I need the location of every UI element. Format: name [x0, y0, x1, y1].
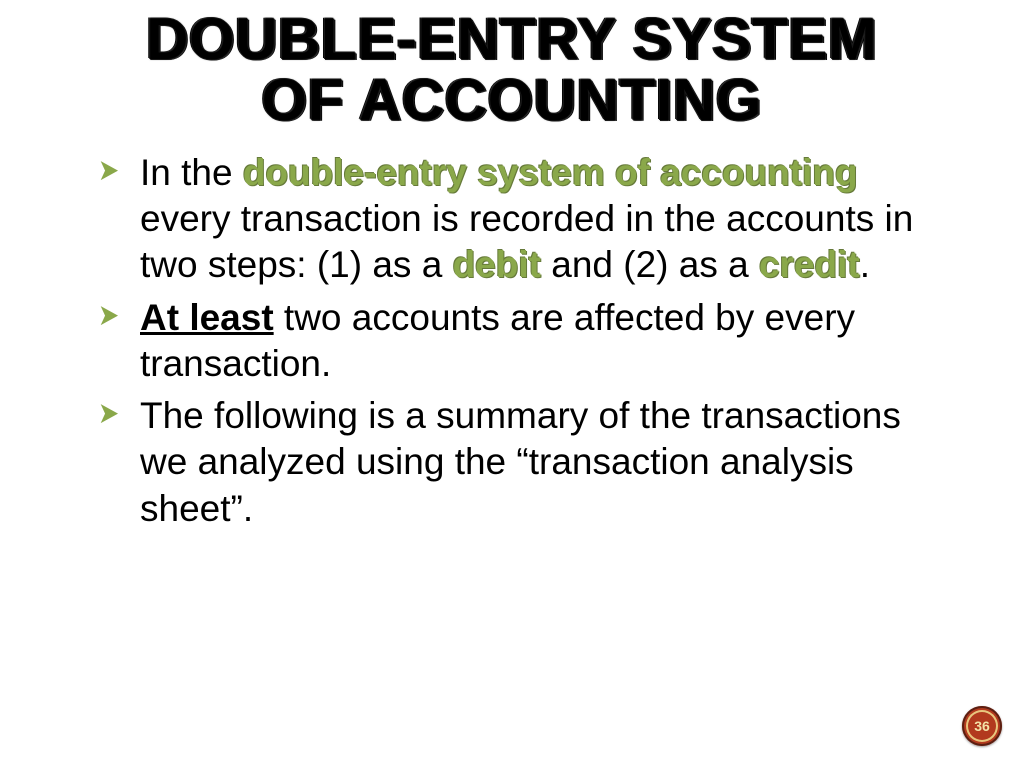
slide-title: DOUBLE-ENTRY SYSTEM OF ACCOUNTING: [40, 10, 984, 132]
bullet-1-text-1: In the: [140, 152, 243, 193]
bullet-1: In the double-entry system of accounting…: [140, 150, 954, 289]
bullet-2: At least two accounts are affected by ev…: [140, 295, 954, 388]
page-number-badge: 36: [962, 706, 1002, 746]
bullet-1-text-4: .: [860, 244, 870, 285]
bullet-3: The following is a summary of the transa…: [140, 393, 954, 532]
bullet-1-highlight-1: double-entry system of accounting: [243, 152, 858, 193]
badge-ring: [966, 710, 998, 742]
bullet-2-bold: At least: [140, 297, 274, 338]
bullet-1-highlight-2: debit: [453, 244, 541, 285]
bullet-3-text: The following is a summary of the transa…: [140, 395, 901, 529]
title-line-2: OF ACCOUNTING: [40, 71, 984, 132]
bullet-1-highlight-3: credit: [759, 244, 860, 285]
title-line-1: DOUBLE-ENTRY SYSTEM: [40, 10, 984, 71]
slide: DOUBLE-ENTRY SYSTEM OF ACCOUNTING In the…: [0, 0, 1024, 768]
bullet-list: In the double-entry system of accounting…: [40, 150, 984, 532]
bullet-1-text-3: and (2) as a: [541, 244, 759, 285]
